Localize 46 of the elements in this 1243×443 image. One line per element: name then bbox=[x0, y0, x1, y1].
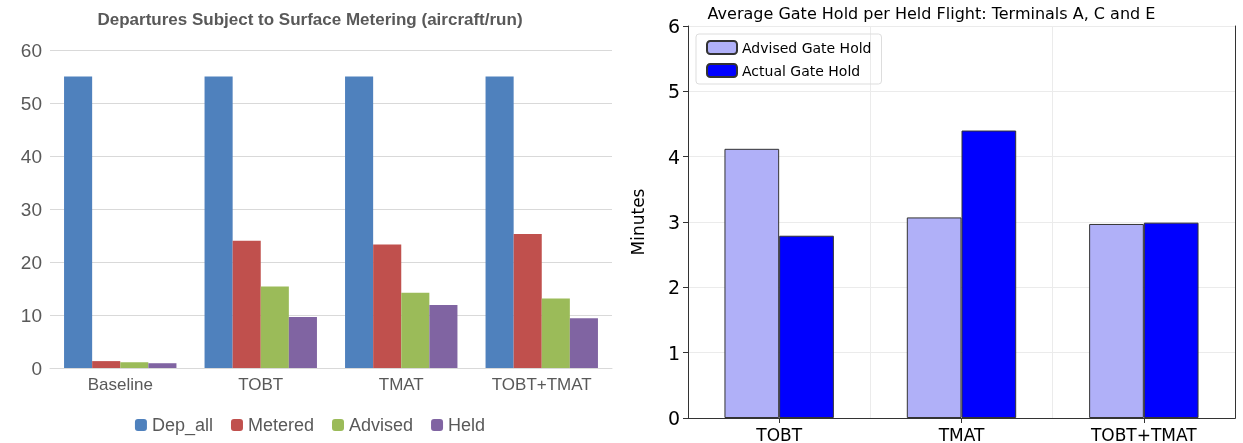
chart-title: Departures Subject to Surface Metering (aircraft/run) bbox=[97, 10, 523, 29]
y-tick-label: 5 bbox=[667, 80, 680, 103]
bar bbox=[204, 76, 233, 368]
y-tick-label: 4 bbox=[667, 145, 680, 168]
y-tick-label: 6 bbox=[667, 15, 680, 37]
bar bbox=[120, 362, 149, 368]
y-tick-label: 10 bbox=[20, 304, 42, 326]
bar bbox=[288, 317, 317, 368]
bar bbox=[260, 286, 289, 368]
y-tick-label: 1 bbox=[667, 341, 680, 364]
x-tick-label: TMAT bbox=[378, 375, 424, 394]
y-axis-title: Minutes bbox=[627, 188, 648, 256]
x-tick-label: TMAT bbox=[937, 424, 985, 443]
y-tick-label: 3 bbox=[667, 211, 680, 233]
legend-label: Held bbox=[448, 415, 486, 435]
bar bbox=[345, 76, 374, 368]
bar bbox=[64, 76, 93, 368]
legend-label: Metered bbox=[247, 415, 315, 435]
y-tick-label: 0 bbox=[31, 357, 42, 379]
x-tick-label: Baseline bbox=[87, 375, 153, 394]
bar bbox=[569, 318, 598, 368]
bar bbox=[373, 244, 402, 368]
y-tick-label: 0 bbox=[667, 407, 680, 429]
x-tick-label: TOBT+TMAT bbox=[491, 375, 592, 394]
bar bbox=[148, 363, 177, 368]
x-tick-label: TOBT+TMAT bbox=[1089, 424, 1198, 443]
legend-label: Advised Gate Hold bbox=[742, 39, 872, 56]
bar bbox=[92, 361, 121, 368]
y-tick-label: 40 bbox=[20, 145, 42, 167]
bar bbox=[429, 304, 458, 368]
x-tick-label: TOBT bbox=[755, 424, 803, 443]
chart-title: Average Gate Hold per Held Flight: Terminals A, C and E bbox=[707, 3, 1156, 23]
bar bbox=[232, 240, 261, 368]
y-tick-label: 20 bbox=[20, 251, 42, 273]
bar bbox=[513, 233, 542, 368]
y-tick-label: 30 bbox=[20, 198, 42, 220]
y-tick-label: 50 bbox=[20, 92, 42, 114]
legend-label: Advised bbox=[349, 415, 414, 435]
y-tick-label: 2 bbox=[667, 276, 680, 299]
x-tick-label: TOBT bbox=[238, 375, 284, 394]
legend-label: Dep_all bbox=[151, 415, 213, 436]
bar bbox=[401, 292, 430, 368]
legend-label: Actual Gate Hold bbox=[742, 62, 861, 79]
y-tick-label: 60 bbox=[20, 39, 42, 61]
bar bbox=[485, 76, 514, 368]
bar bbox=[541, 298, 570, 368]
